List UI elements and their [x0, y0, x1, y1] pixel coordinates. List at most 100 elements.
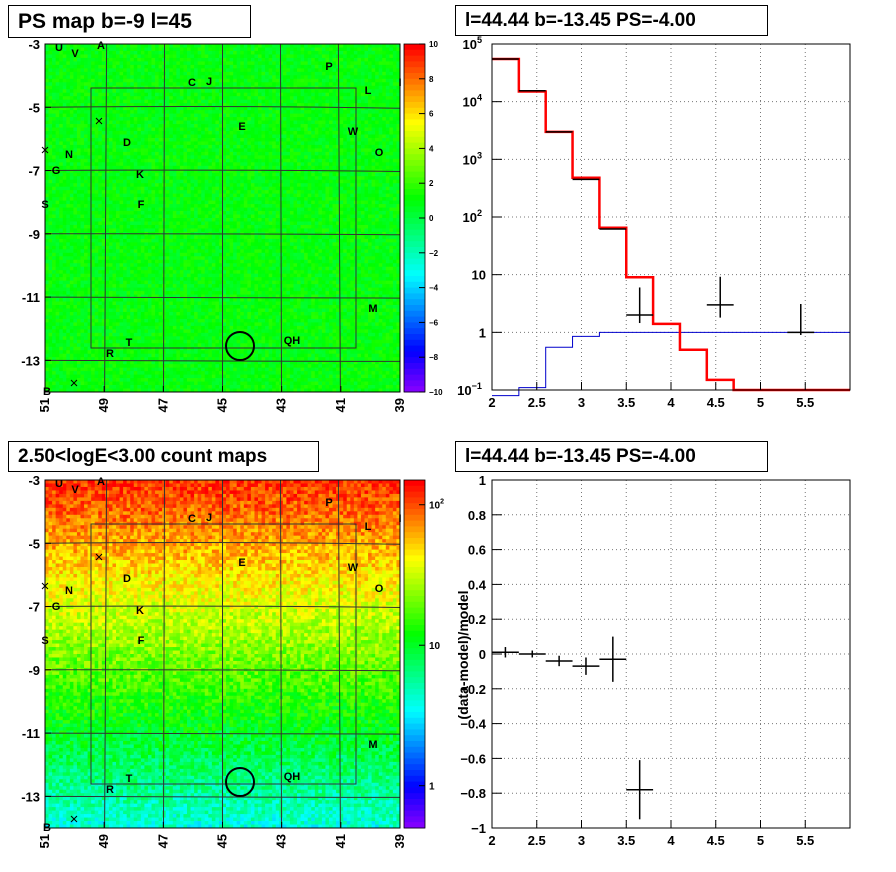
- heatmap-cell: [108, 64, 113, 69]
- heatmap-cell: [329, 183, 333, 188]
- heatmap-cell: [289, 144, 294, 149]
- heatmap-cell: [307, 68, 312, 73]
- heatmap-cell: [48, 169, 53, 174]
- heatmap-cell: [275, 92, 280, 97]
- heatmap-cell: [84, 61, 88, 66]
- heatmap-cell: [169, 200, 174, 205]
- heatmap-cell: [194, 193, 199, 198]
- heatmap-cell: [94, 179, 99, 184]
- heatmap-cell: [265, 89, 270, 94]
- heatmap-cell: [59, 183, 64, 188]
- heatmap-cell: [382, 137, 387, 142]
- heatmap-cell: [151, 113, 156, 118]
- heatmap-cell: [307, 141, 312, 146]
- heatmap-cell: [208, 179, 213, 184]
- heatmap-cell: [226, 162, 230, 167]
- heatmap-cell: [94, 61, 99, 66]
- heatmap-cell: [108, 204, 113, 208]
- heatmap-cell: [325, 162, 330, 167]
- heatmap-cell: [293, 158, 298, 163]
- heatmap-cell: [62, 96, 67, 101]
- heatmap-cell: [240, 75, 245, 80]
- heatmap-cell: [45, 89, 49, 94]
- heatmap-cell: [243, 47, 248, 52]
- heatmap-cell: [286, 68, 291, 73]
- heatmap-cell: [307, 78, 312, 83]
- heatmap-cell: [194, 158, 199, 163]
- heatmap-cell: [385, 96, 390, 101]
- heatmap-cell: [208, 57, 213, 62]
- heatmap-cell: [194, 141, 199, 146]
- heatmap-cell: [258, 92, 262, 97]
- heatmap-cell: [382, 117, 387, 121]
- heatmap-cell: [62, 82, 67, 87]
- heatmap-cell: [190, 106, 195, 111]
- heatmap-cell: [179, 151, 184, 156]
- heatmap-cell: [289, 68, 294, 73]
- heatmap-cell: [343, 176, 348, 181]
- heatmap-cell: [172, 214, 177, 219]
- heatmap-cell: [91, 176, 96, 181]
- heatmap-cell: [325, 64, 330, 69]
- heatmap-cell: [222, 176, 227, 181]
- heatmap-cell: [282, 162, 287, 167]
- heatmap-cell: [52, 120, 57, 125]
- heatmap-cell: [66, 110, 71, 114]
- heatmap-cell: [112, 110, 117, 114]
- heatmap-cell: [385, 124, 390, 128]
- heatmap-cell: [343, 207, 348, 212]
- heatmap-cell: [346, 96, 351, 101]
- heatmap-cell: [133, 214, 138, 219]
- heatmap-cell: [314, 186, 319, 191]
- heatmap-cell: [76, 124, 81, 128]
- heatmap-cell: [286, 61, 291, 66]
- heatmap-cell: [179, 207, 184, 212]
- heatmap-cell: [190, 92, 195, 97]
- heatmap-cell: [314, 113, 319, 118]
- heatmap-cell: [311, 54, 316, 59]
- heatmap-cell: [226, 68, 230, 73]
- heatmap-cell: [332, 176, 337, 181]
- heatmap-cell: [176, 183, 181, 188]
- heatmap-cell: [137, 193, 142, 198]
- heatmap-cell: [76, 134, 81, 139]
- heatmap-cell: [240, 211, 245, 215]
- heatmap-cell: [155, 64, 159, 69]
- heatmap-cell: [236, 64, 241, 69]
- heatmap-cell: [176, 211, 181, 215]
- heatmap-cell: [169, 155, 174, 160]
- heatmap-cell: [80, 113, 85, 118]
- heatmap-cell: [282, 82, 287, 87]
- heatmap-cell: [375, 92, 380, 97]
- heatmap-cell: [318, 193, 323, 198]
- heatmap-cell: [119, 75, 124, 80]
- heatmap-cell: [52, 151, 57, 156]
- heatmap-cell: [172, 169, 177, 174]
- heatmap-cell: [108, 144, 113, 149]
- heatmap-cell: [48, 47, 53, 52]
- heatmap-cell: [336, 186, 341, 191]
- heatmap-cell: [385, 211, 390, 215]
- heatmap-cell: [155, 162, 159, 167]
- heatmap-cell: [240, 172, 245, 177]
- heatmap-cell: [190, 96, 195, 101]
- heatmap-cell: [133, 99, 138, 104]
- heatmap-cell: [289, 137, 294, 142]
- heatmap-cell: [133, 96, 138, 101]
- heatmap-cell: [208, 183, 213, 188]
- heatmap-cell: [240, 214, 245, 219]
- heatmap-cell: [307, 207, 312, 212]
- heatmap-cell: [204, 151, 209, 156]
- heatmap-cell: [84, 214, 88, 219]
- heatmap-cell: [339, 103, 344, 108]
- heatmap-cell: [55, 141, 60, 146]
- heatmap-cell: [87, 169, 92, 174]
- heatmap-cell: [268, 68, 273, 73]
- heatmap-cell: [183, 68, 188, 73]
- heatmap-cell: [147, 89, 152, 94]
- heatmap-cell: [240, 151, 245, 156]
- heatmap-cell: [137, 148, 142, 153]
- heatmap-cell: [116, 64, 120, 69]
- heatmap-cell: [208, 151, 213, 156]
- heatmap-cell: [357, 106, 362, 111]
